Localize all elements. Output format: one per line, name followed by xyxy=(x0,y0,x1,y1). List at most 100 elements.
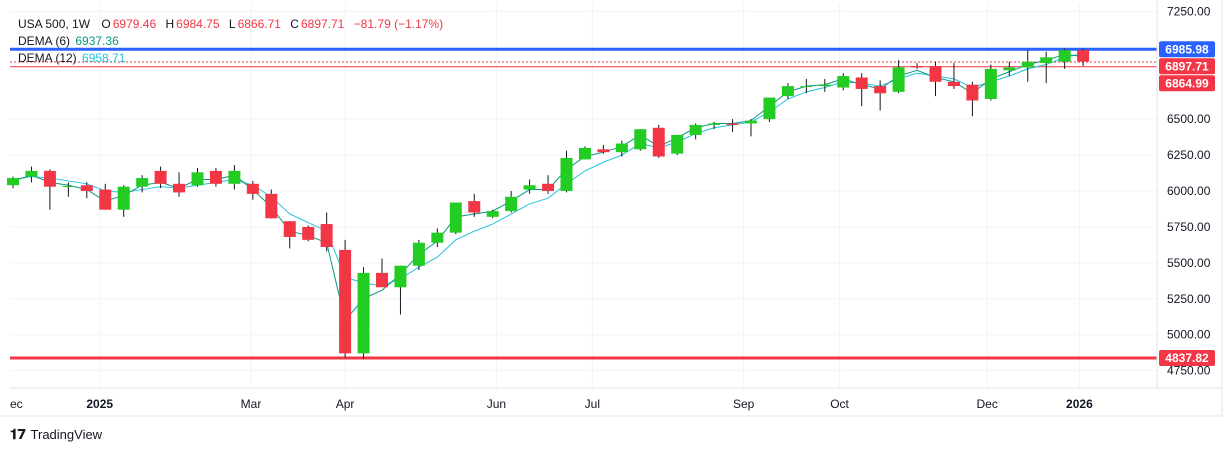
high-value: 6984.75 xyxy=(176,17,220,31)
close-value: 6897.71 xyxy=(300,17,345,31)
candle-body xyxy=(874,86,887,94)
candle-body xyxy=(265,193,278,219)
x-tick-label: Mar xyxy=(241,397,262,411)
candle-body xyxy=(1040,57,1053,64)
price-tag-bg xyxy=(1159,75,1215,92)
chart-legend: USA 500, 1W O 6979.46 H 6984.75 L 6866.71 C… xyxy=(18,16,449,67)
candle-body xyxy=(449,202,462,233)
dema-12-path xyxy=(12,52,1084,287)
ohlc-row: USA 500, 1W O 6979.46 H 6984.75 L 6866.71 C… xyxy=(18,16,449,33)
candle-body xyxy=(523,185,536,190)
low-value: 6866.71 xyxy=(237,17,281,31)
candle-body xyxy=(99,189,112,210)
candle-body xyxy=(339,249,352,354)
brand-name: TradingView xyxy=(30,427,103,442)
candle-body xyxy=(597,149,610,153)
candle-body xyxy=(671,134,684,154)
candle-body xyxy=(431,232,444,243)
y-tick-label: 5250.00 xyxy=(1167,292,1211,306)
close-label: C xyxy=(290,17,299,31)
y-tick-label: 5750.00 xyxy=(1167,220,1211,234)
y-tick-label: 4750.00 xyxy=(1167,364,1211,378)
candle-body xyxy=(542,183,555,191)
candle-body xyxy=(763,97,776,120)
dema-6-row[interactable]: DEMA (6) 6937.36 xyxy=(18,33,449,50)
dema-12-label: DEMA (12) xyxy=(18,51,77,65)
dema-12-line xyxy=(12,52,1084,287)
dema-12-row[interactable]: DEMA (12) 6958.71 xyxy=(18,50,449,67)
candle-body xyxy=(745,120,757,124)
candle-body xyxy=(966,84,979,101)
price-tag-bg xyxy=(1159,350,1215,366)
candle-body xyxy=(726,123,739,125)
candle-body xyxy=(376,272,388,288)
candle-body xyxy=(984,68,997,100)
price-tag-label: 4837.82 xyxy=(1165,351,1209,365)
price-tag-bg xyxy=(1159,41,1215,58)
candle-body xyxy=(209,170,222,184)
candle-body xyxy=(80,185,93,191)
candle-body xyxy=(1077,50,1090,62)
horizontal-lines xyxy=(10,47,1157,360)
y-tick-label: 5000.00 xyxy=(1167,328,1211,342)
candle-body xyxy=(708,123,721,125)
candle-body xyxy=(302,226,315,240)
candles xyxy=(7,48,1090,360)
x-tick-label: 2026 xyxy=(1066,397,1093,411)
candle-body xyxy=(1021,61,1034,68)
tradingview-logo-icon: 𝟏𝟳 xyxy=(10,426,27,442)
candle-body xyxy=(818,84,831,87)
candle-body xyxy=(911,65,924,68)
price-tags: 6985.98 6897.71 6864.99 4837.82 xyxy=(1159,41,1215,366)
tradingview-brand[interactable]: 𝟏𝟳 TradingView xyxy=(10,426,102,443)
candle-body xyxy=(154,170,167,184)
price-tag-label: 6897.71 xyxy=(1165,59,1209,73)
candle-body xyxy=(505,196,518,212)
y-tick-label: 7250.00 xyxy=(1167,4,1211,18)
high-label: H xyxy=(165,17,175,31)
candle-body xyxy=(1003,67,1016,71)
candle-body xyxy=(892,67,905,92)
candle-body xyxy=(486,211,499,217)
candle-body xyxy=(7,178,19,186)
candle-body xyxy=(947,81,960,87)
x-tick-label: Oct xyxy=(830,397,849,411)
candle-body xyxy=(357,272,370,354)
low-label: L xyxy=(228,17,236,31)
candle-body xyxy=(62,185,75,187)
candle-body xyxy=(246,183,259,194)
candle-body xyxy=(781,86,794,97)
y-tick-label: 5500.00 xyxy=(1167,256,1211,270)
price-tag-bg xyxy=(1159,58,1215,75)
grid xyxy=(10,4,1157,388)
price-tag-label: 6864.99 xyxy=(1165,76,1209,90)
candle-body xyxy=(615,143,628,153)
change-value: −81.79 (−1.17%) xyxy=(353,17,444,31)
dema-6-value: 6937.36 xyxy=(75,34,119,48)
candle-body xyxy=(283,221,296,237)
price-tag-label: 6985.98 xyxy=(1165,42,1209,56)
candle-body xyxy=(43,170,56,187)
candle-body xyxy=(1058,50,1071,62)
x-tick-label: 2025 xyxy=(86,397,113,411)
candle-body xyxy=(117,186,130,210)
dema-12-value: 6958.71 xyxy=(82,51,126,65)
candle-body xyxy=(652,127,665,157)
x-tick-label: Apr xyxy=(336,397,355,411)
x-tick-label: Dec xyxy=(976,397,997,411)
candle-body xyxy=(228,170,241,184)
candle-body xyxy=(634,129,647,150)
x-tick-label: ec xyxy=(10,397,23,411)
x-tick-label: Jun xyxy=(487,397,506,411)
symbol-label: USA 500, 1W xyxy=(18,17,91,31)
y-tick-label: 6000.00 xyxy=(1167,184,1211,198)
y-tick-label: 6250.00 xyxy=(1167,148,1211,162)
axes: 4750.00 5000.00 5250.00 5500.00 5750.00 6000.… xyxy=(0,0,1223,417)
candle-body xyxy=(25,170,38,177)
x-tick-label: Sep xyxy=(733,397,755,411)
candle-body xyxy=(800,86,813,88)
y-tick-label: 6500.00 xyxy=(1167,112,1211,126)
candle-body xyxy=(578,147,591,160)
candle-body xyxy=(929,65,942,82)
